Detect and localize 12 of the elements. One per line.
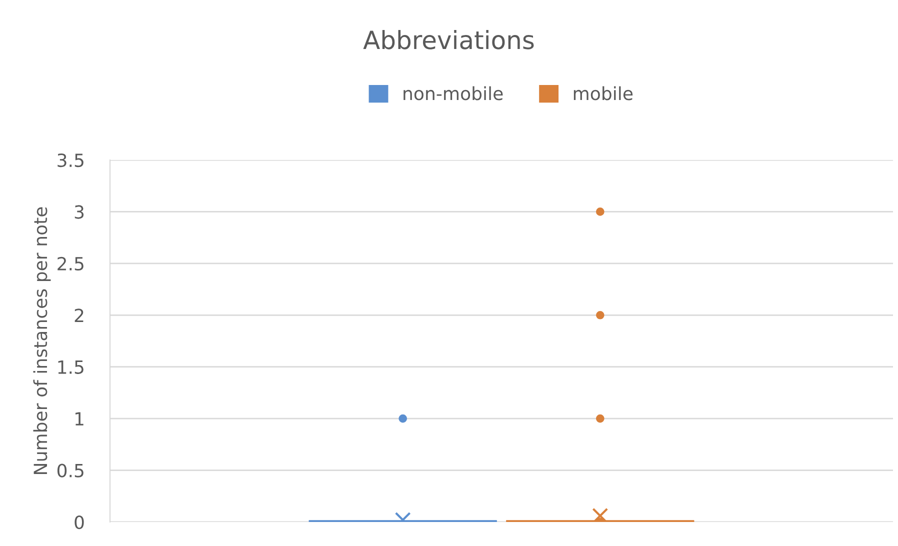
y-tick-label: 3 <box>74 205 84 219</box>
y-tick-label: 0 <box>74 515 84 530</box>
y-tick-label: 3.5 <box>58 153 84 168</box>
y-tick-label: 1 <box>75 412 84 426</box>
y-tick-label: 2.5 <box>58 256 84 271</box>
chart-title: Abbreviations <box>363 30 534 50</box>
y-tick-label: 0.5 <box>57 464 84 478</box>
y-tick-label: 2 <box>74 308 84 322</box>
y-tick-label: 1.5 <box>58 360 84 374</box>
legend-label: mobile <box>574 86 633 100</box>
y-axis-title: Number of instances per note <box>33 207 51 474</box>
legend-label: non-mobile <box>404 86 503 100</box>
